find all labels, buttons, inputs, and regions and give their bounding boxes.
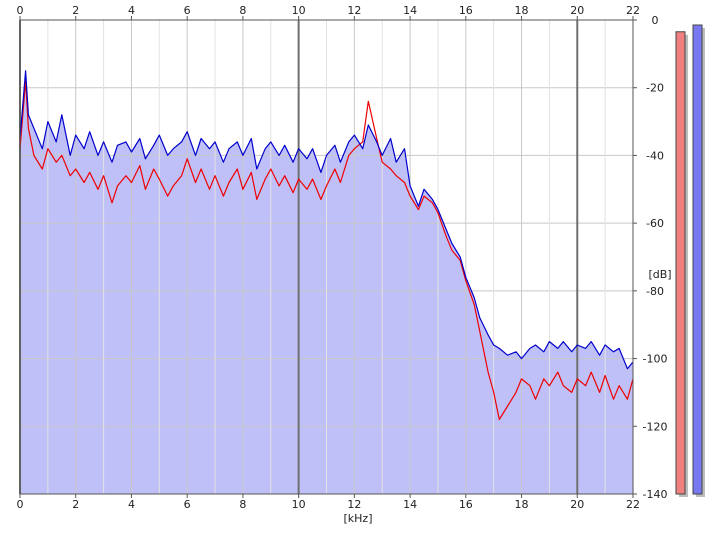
x-tick-label-top: 10 [292, 4, 306, 17]
x-tick-label-top: 4 [128, 4, 135, 17]
x-ticks-top: 0 2 4 6 8 10 12 14 16 18 20 22 [17, 4, 640, 20]
x-tick-label-bottom: 14 [403, 498, 417, 511]
x-tick-label-top: 16 [459, 4, 473, 17]
y-tick-label: -40 [646, 149, 664, 162]
x-tick-label-top: 2 [72, 4, 79, 17]
y-tick-label: -140 [643, 488, 668, 501]
x-tick-label-bottom: 0 [17, 498, 24, 511]
y-ticks-right: 0 -20 -40 -60 -80 -100 -120 -140 [633, 14, 667, 501]
x-tick-label-top: 20 [570, 4, 584, 17]
x-axis-label: [kHz] [344, 512, 373, 525]
x-tick-label-bottom: 8 [239, 498, 246, 511]
plot-frame [19, 19, 634, 495]
x-tick-label-top: 0 [17, 4, 24, 17]
x-tick-label-top: 6 [184, 4, 191, 17]
x-tick-label-top: 12 [347, 4, 361, 17]
x-tick-label-top: 22 [626, 4, 640, 17]
y-axis-label: [dB] [648, 268, 671, 281]
series-lines [19, 70, 634, 421]
x-tick-label-bottom: 12 [347, 498, 361, 511]
x-tick-label-bottom: 4 [128, 498, 135, 511]
axes [19, 19, 634, 495]
x-tick-label-bottom: 10 [292, 498, 306, 511]
x-tick-label-top: 14 [403, 4, 417, 17]
x-tick-label-bottom: 20 [570, 498, 584, 511]
meter-red-bar [675, 31, 686, 495]
x-tick-label-bottom: 16 [459, 498, 473, 511]
y-tick-label: -60 [646, 217, 664, 230]
x-tick-label-top: 18 [515, 4, 529, 17]
y-tick-label: -120 [643, 420, 668, 433]
x-tick-label-top: 8 [239, 4, 246, 17]
y-tick-label: -100 [643, 353, 668, 366]
y-tick-label: -80 [646, 285, 664, 298]
y-tick-label: -20 [646, 82, 664, 95]
x-tick-label-bottom: 6 [184, 498, 191, 511]
x-tick-label-bottom: 22 [626, 498, 640, 511]
series-red-line [19, 80, 634, 421]
x-ticks-bottom: 0 2 4 6 8 10 12 14 16 18 20 22 [17, 494, 640, 511]
x-tick-label-bottom: 2 [72, 498, 79, 511]
level-meters [675, 24, 705, 498]
series-blue-line [19, 70, 634, 370]
meter-blue-bar [692, 24, 703, 495]
y-tick-label: 0 [652, 14, 659, 27]
x-tick-label-bottom: 18 [515, 498, 529, 511]
